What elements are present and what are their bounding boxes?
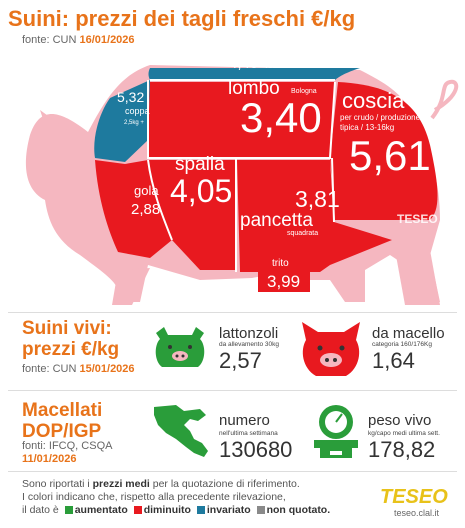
- pig-leg-rear: [395, 250, 440, 305]
- cut-separators: [147, 79, 336, 272]
- divider: [8, 390, 457, 391]
- vivi-label-macello: da macello: [372, 325, 445, 342]
- macellati-source-label: fonti: IFCQ, CSQA: [22, 440, 113, 452]
- cut-pancetta: [237, 160, 392, 272]
- macellati-source-date: 11/01/2026: [22, 453, 77, 465]
- cut-gola: [95, 160, 172, 258]
- cut-value-coscia: 5,61: [349, 132, 431, 179]
- page-title: Suini: prezzi dei tagli freschi €/kg: [8, 6, 356, 31]
- cut-coscia: [330, 82, 438, 220]
- cut-value-lombo: 3,40: [240, 94, 322, 141]
- cut-lardo: [148, 68, 360, 80]
- macellati-label-peso: peso vivo: [368, 412, 432, 429]
- pig-leg-front: [112, 268, 150, 305]
- cut-value-pancetta: 3,81: [295, 186, 340, 212]
- legend-non-quotato: non quotato.: [266, 504, 331, 516]
- legend: Sono riportati i prezzi medi per la quot…: [22, 478, 331, 516]
- legend-aumentato: aumentato: [74, 504, 128, 516]
- section-title-macellati: Macellati DOP/IGP: [22, 400, 103, 442]
- macellati-note-numero: nell'ultima settimana: [219, 430, 278, 437]
- vivi-value-lattonzoli: 2,57: [219, 348, 262, 373]
- macellati-value-numero: 130680: [219, 437, 293, 462]
- macellati-note-peso: kg/capo medi ultima sett.: [368, 430, 440, 437]
- scale-icon: [314, 405, 358, 458]
- cut-spalla: [148, 160, 235, 270]
- vivi-label-lattonzoli: lattonzoli: [219, 325, 279, 342]
- cut-note-lombo: Bologna: [291, 88, 317, 95]
- legend-swatch-aumentato: [64, 506, 73, 514]
- cut-note-coscia-2: tipica / 13-16kg: [340, 123, 394, 132]
- teseo-logo: TESEO: [380, 486, 448, 508]
- divider: [8, 471, 457, 472]
- italy-map-icon: [154, 405, 208, 457]
- macellati-label-numero: numero: [219, 412, 270, 429]
- vivi-note-lattonzoli: da allevamento 30kg: [219, 341, 279, 348]
- watermark-logo: TESEO: [397, 212, 438, 226]
- cut-note-lardo: 3cm +: [313, 63, 332, 70]
- cut-trito: [258, 253, 310, 292]
- cut-note-coscia-1: per crudo / produzione: [340, 113, 421, 122]
- cut-value-coppa: 5,32: [117, 89, 144, 105]
- legend-swatch-invariato: [196, 506, 205, 514]
- vivi-note-macello: categoria 160/176Kg: [372, 341, 432, 348]
- cut-label-gola: gola: [134, 183, 159, 198]
- cut-lombo: [148, 82, 335, 158]
- suini-vivi-source: fonte: CUN 15/01/2026: [22, 363, 135, 375]
- legend-swatch-diminuito: [133, 506, 142, 514]
- piglet-icon: [155, 327, 205, 367]
- cut-label-spalla: spalla: [175, 154, 225, 175]
- cut-label-lombo: lombo: [228, 78, 280, 99]
- cut-label-trito: trito: [272, 258, 289, 269]
- header-source: fonte: CUN 16/01/2026: [22, 34, 135, 46]
- cut-label-coscia: coscia: [342, 88, 405, 113]
- pig-tail: [430, 79, 459, 120]
- divider: [8, 312, 457, 313]
- vivi-value-macello: 1,64: [372, 348, 415, 373]
- pig-head-icon: [302, 322, 360, 376]
- macellati-value-peso: 178,82: [368, 437, 436, 462]
- cut-value-trito: 3,99: [267, 272, 300, 291]
- legend-diminuito: diminuito: [143, 504, 191, 516]
- pig-ear: [40, 110, 70, 140]
- cut-label-pancetta: pancetta: [240, 210, 313, 231]
- cut-note-coppa: 2,5kg +: [124, 120, 144, 126]
- cut-value-gola: 2,88: [131, 201, 160, 218]
- cut-label-lardo: lardo: [265, 56, 294, 71]
- cut-note-pancetta: squadrata: [287, 230, 318, 237]
- teseo-url[interactable]: teseo.clal.it: [394, 508, 440, 518]
- legend-swatch-non-quotato: [256, 506, 265, 514]
- cut-value-lardo: 4,40: [229, 55, 258, 72]
- pig-cuts-diagram: lardo 3cm + 4,40 5,32 coppa 2,5kg + lomb…: [25, 55, 459, 305]
- legend-invariato: invariato: [206, 504, 251, 516]
- cut-value-spalla: 4,05: [170, 173, 232, 209]
- cut-coppa: [94, 80, 150, 162]
- section-title-suini-vivi: Suini vivi: prezzi €/kg: [22, 318, 120, 360]
- cut-label-coppa: coppa: [125, 106, 150, 116]
